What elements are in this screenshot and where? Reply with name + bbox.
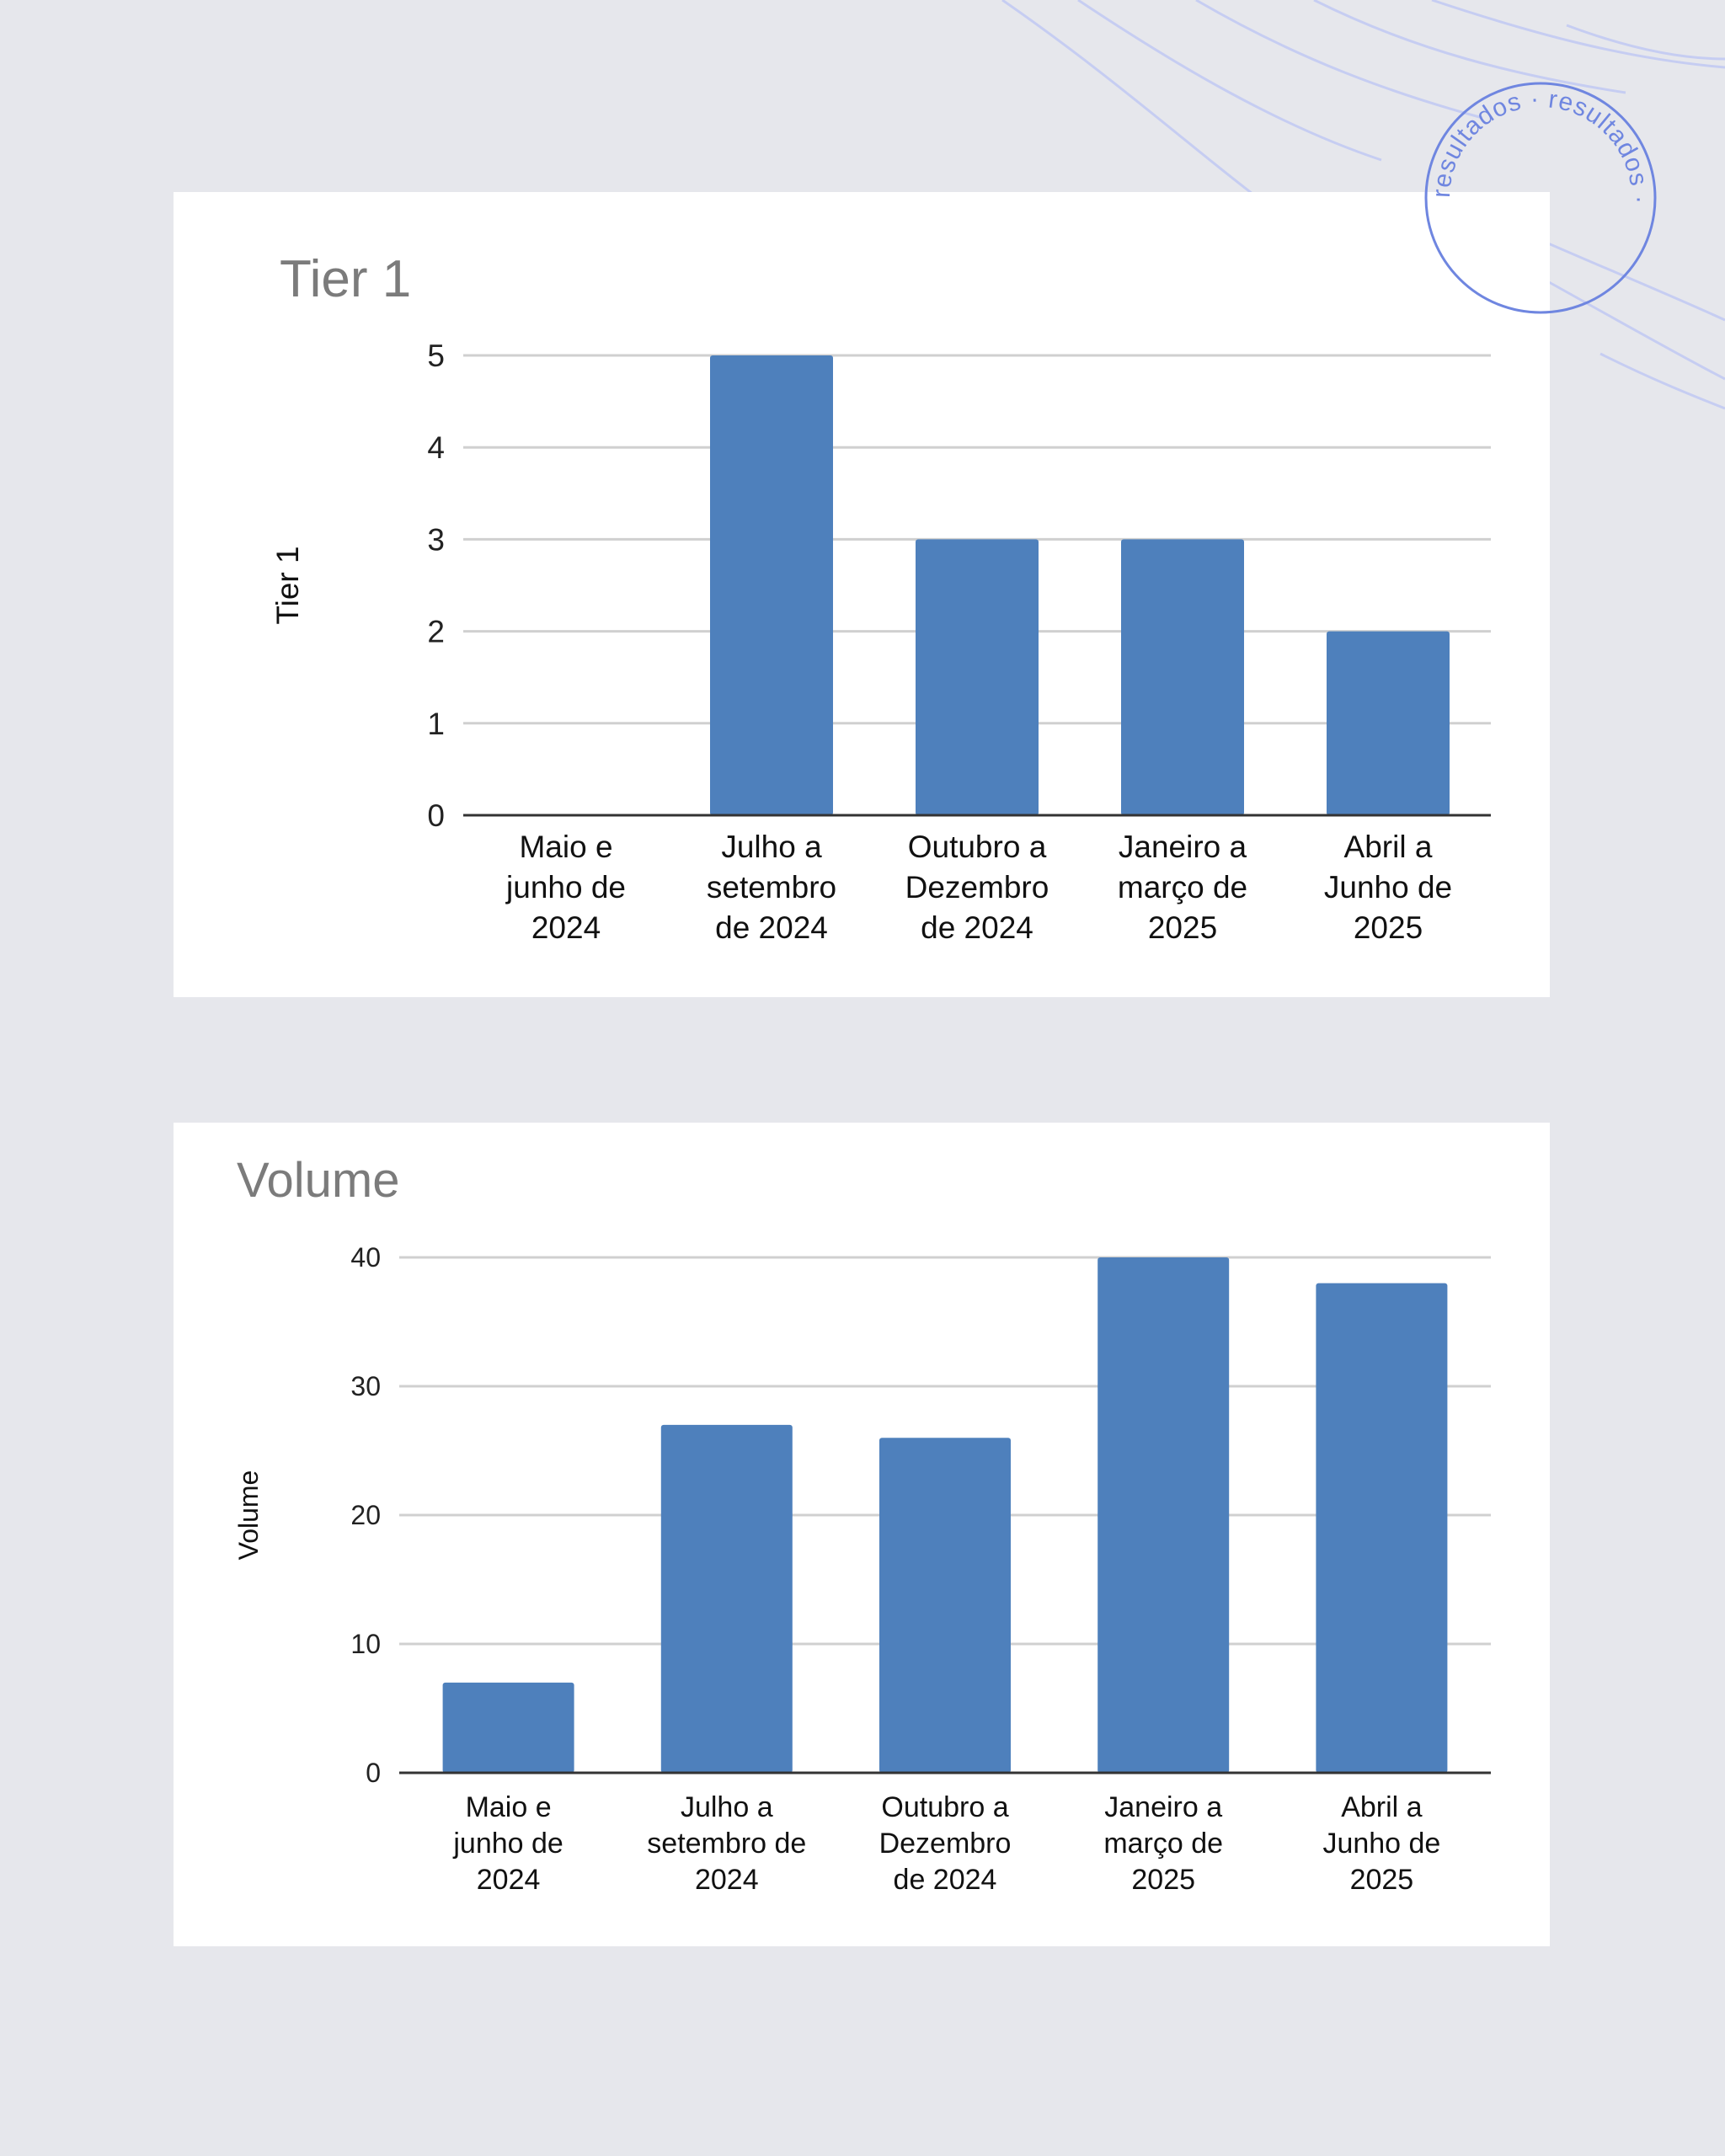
y-axis-title: Tier 1: [270, 546, 305, 624]
x-category-label: Abril a Junho de 2025: [1322, 1791, 1440, 1896]
y-tick-label: 0: [366, 1758, 381, 1788]
y-tick-label: 40: [350, 1242, 381, 1273]
x-category-label: Outubro a Dezembro de 2024: [879, 1791, 1012, 1896]
chart-title: Tier 1: [280, 250, 411, 308]
y-tick-label: 20: [350, 1500, 381, 1530]
tier1-bar-chart: Tier 1 Tier 1 0 1 2 3 4 5 Maio e junho de 2024 Julh…: [270, 250, 1491, 945]
volume-bar-5: [1316, 1283, 1448, 1773]
volume-bar-4: [1097, 1257, 1230, 1773]
y-tick-label: 30: [350, 1371, 381, 1401]
x-category-label: Julho a setembro de 2024: [707, 830, 836, 945]
resultados-stamp: resultados · resultados ·: [1424, 82, 1657, 314]
y-tick-label: 0: [427, 798, 445, 833]
volume-bar-2: [660, 1424, 793, 1773]
volume-bar-1: [442, 1682, 574, 1773]
stamp-text: resultados · resultados ·: [1428, 85, 1653, 205]
x-category-label: Julho a setembro de 2024: [647, 1791, 806, 1896]
volume-bar-chart: Volume Volume 0 10 20 30 40 Maio e junho de 2024 J…: [233, 1153, 1491, 1896]
x-category-label: Janeiro a março de 2025: [1118, 830, 1247, 945]
y-axis-title: Volume: [233, 1470, 264, 1561]
tier1-bar-3: [916, 539, 1039, 815]
y-tick-label: 10: [350, 1629, 381, 1659]
y-tick-label: 3: [427, 522, 445, 557]
svg-text:resultados · resultados ·: resultados · resultados ·: [1428, 85, 1653, 205]
y-tick-label: 5: [427, 339, 445, 373]
chart-title: Volume: [237, 1153, 399, 1208]
y-tick-label: 1: [427, 707, 445, 741]
volume-bar-3: [879, 1438, 1011, 1773]
y-tick-label: 4: [427, 430, 445, 465]
tier1-bar-4: [1121, 539, 1244, 815]
x-category-label: Maio e junho de 2024: [452, 1791, 563, 1896]
tier1-chart-panel: Tier 1 Tier 1 0 1 2 3 4 5 Maio e junho de 2024 Julh…: [174, 192, 1550, 997]
x-category-label: Janeiro a março de 2025: [1103, 1791, 1223, 1896]
volume-chart-panel: Volume Volume 0 10 20 30 40 Maio e junho de 2024 J…: [174, 1123, 1550, 1946]
x-category-label: Maio e junho de 2024: [505, 830, 626, 945]
y-tick-label: 2: [427, 615, 445, 649]
x-category-label: Outubro a Dezembro de 2024: [905, 830, 1049, 945]
tier1-bar-5: [1327, 631, 1450, 815]
tier1-bar-2: [710, 355, 833, 815]
x-category-label: Abril a Junho de 2025: [1324, 830, 1452, 945]
